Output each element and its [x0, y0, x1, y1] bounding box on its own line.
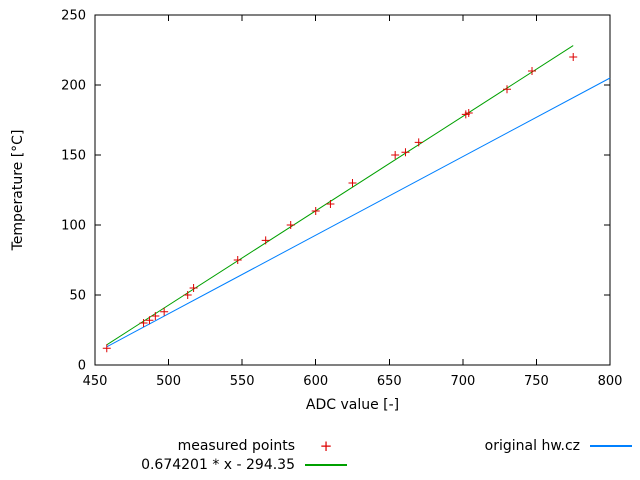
svg-text:500: 500: [156, 374, 181, 389]
svg-text:650: 650: [377, 374, 402, 389]
svg-text:800: 800: [598, 374, 623, 389]
svg-text:150: 150: [61, 149, 86, 164]
svg-text:100: 100: [61, 219, 86, 234]
svg-text:Temperature [°C]: Temperature [°C]: [10, 130, 26, 252]
green-line-sample-icon: [305, 464, 347, 466]
legend-entry-measured-points: measured points +: [178, 437, 347, 455]
svg-text:0: 0: [78, 359, 86, 374]
svg-text:200: 200: [61, 79, 86, 94]
svg-text:50: 50: [69, 289, 86, 304]
legend-entry-fit-line: 0.674201 * x - 294.35: [141, 456, 347, 474]
blue-line-sample-icon: [590, 445, 632, 447]
svg-text:750: 750: [524, 374, 549, 389]
svg-text:600: 600: [303, 374, 328, 389]
legend-label-measured-points: measured points: [177, 438, 295, 454]
legend-label-original-hwcz: original hw.cz: [484, 438, 580, 454]
legend-entry-original-hwcz: original hw.cz: [485, 437, 632, 455]
svg-text:550: 550: [230, 374, 255, 389]
svg-text:ADC value [-]: ADC value [-]: [306, 397, 399, 413]
svg-text:700: 700: [450, 374, 475, 389]
plus-marker-icon: +: [319, 436, 333, 455]
svg-text:250: 250: [61, 9, 86, 24]
svg-text:450: 450: [83, 374, 108, 389]
legend-label-fit-line: 0.674201 * x - 294.35: [141, 457, 295, 473]
